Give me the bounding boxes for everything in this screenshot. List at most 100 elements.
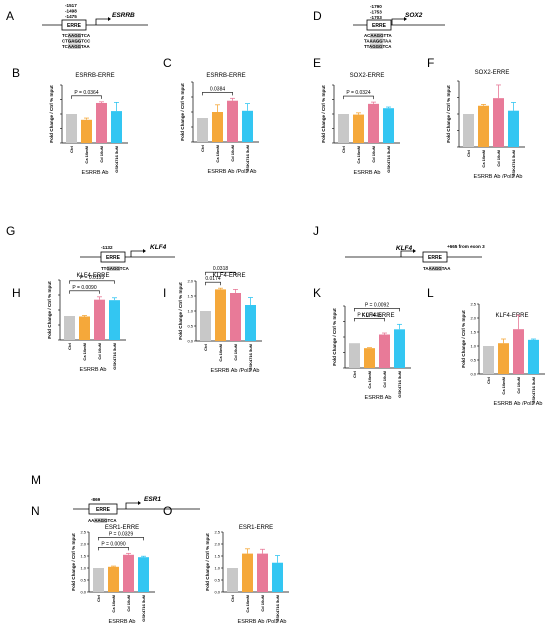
position-label: -1703 xyxy=(370,15,382,20)
category-label: Cd 10uM xyxy=(371,145,376,162)
significance-bracket xyxy=(69,290,100,294)
category-label: GSK4716 5uM xyxy=(248,343,253,370)
bar-gsk4716-5um xyxy=(109,300,120,340)
category-label: Ca 10mM xyxy=(215,144,220,162)
panel-letter-L: L xyxy=(427,286,434,300)
erre-label: ERRE xyxy=(96,507,111,513)
position-label: -1498 xyxy=(65,9,77,14)
category-label: Cd 10uM xyxy=(126,594,131,611)
bar-ctrl xyxy=(200,311,211,341)
p-value-label: P = 0.0090 xyxy=(101,541,125,547)
panel-letter-N: N xyxy=(31,504,40,518)
position-label: -1517 xyxy=(65,3,77,8)
chart-H: KLF4-ERRE Fold Change / Ctrl % Input Ctrl C… xyxy=(47,273,126,373)
tss-arrow-icon xyxy=(400,250,413,257)
bar-gsk4716-5um xyxy=(508,110,519,147)
sequence-label: TAAAGGTAA xyxy=(423,266,451,271)
p-value-label: 0.0174 xyxy=(205,276,221,282)
category-label: Ca 10mM xyxy=(82,342,87,360)
sequence-highlight xyxy=(68,33,81,38)
chart-B: ESRRB-ERRE Fold Change / Ctrl % Input Ctrl… xyxy=(49,73,128,176)
panel-letter-F: F xyxy=(427,56,434,70)
chart-title: KLF4-ERRE xyxy=(212,273,245,279)
category-label: Ctrl xyxy=(486,377,491,384)
y-tick-label: 2.5 xyxy=(80,529,86,534)
x-axis-label: ESRRB Ab /Pol2 Ab xyxy=(208,169,257,175)
y-axis-label: Fold Change / Ctrl % Input xyxy=(332,308,337,366)
erre-label: ERRE xyxy=(372,23,387,29)
y-axis-label: Fold Change / Ctrl % Input xyxy=(49,85,54,143)
category-label: GSK4716 5uM xyxy=(397,370,402,397)
sequence-highlight xyxy=(68,44,81,49)
category-label: Cd 10uM xyxy=(99,145,104,162)
p-value-label: 0.0318 xyxy=(213,266,229,272)
category-label: Ca 10mM xyxy=(84,145,89,163)
bar-cd-10um xyxy=(368,103,379,143)
bar-cd-10um xyxy=(257,553,268,592)
y-tick-label: 2.0 xyxy=(470,315,476,320)
category-label: Ctrl xyxy=(341,146,346,153)
bar-ca-10mm xyxy=(81,119,92,143)
chart-F: SOX2-ERRE Fold Change / Ctrl % Input Ctrl C… xyxy=(446,70,525,180)
y-tick-label: 0.0 xyxy=(214,589,220,594)
significance-bracket xyxy=(71,95,102,99)
sequence-label: TTGAGGTCA xyxy=(101,266,130,271)
p-value-label: P = 0.0092 xyxy=(365,302,389,308)
y-tick-label: 0.0 xyxy=(80,589,86,594)
sequence-label: TTAGGGTCA xyxy=(364,44,392,49)
bar-gsk4716-5um xyxy=(272,562,283,592)
position-label: -1753 xyxy=(370,10,382,15)
bar-cd-10um xyxy=(493,98,504,147)
chart-I: KLF4-ERRE 0.0 0.5 1.0 1.5 2.0 Fold Change / Ct… xyxy=(178,266,262,374)
chart-title: ESR1-ERRE xyxy=(239,525,273,531)
promoter-diagram-G: ERRE KLF4 -1132 TTGAGGTCA xyxy=(80,244,175,271)
bar-gsk4716-5um xyxy=(394,329,405,368)
bar-ca-10mm xyxy=(212,112,223,142)
gene-name: ESR1 xyxy=(144,496,161,503)
chart-E: SOX2-ERRE Fold Change / Ctrl % Input Ctrl C… xyxy=(321,73,400,176)
bar-gsk4716-5um xyxy=(138,557,149,592)
panel-letter-M: M xyxy=(31,473,41,487)
y-tick-label: 1.5 xyxy=(187,293,193,298)
p-value-label: 0.0384 xyxy=(210,86,226,92)
panel-letter-B: B xyxy=(12,66,20,80)
bar-ctrl xyxy=(338,114,349,143)
y-tick-label: 0.5 xyxy=(187,323,193,328)
p-value-label: P = 0.0416 xyxy=(357,312,381,318)
category-label: GSK4716 5uM xyxy=(112,342,117,369)
chart-title: SOX2-ERRE xyxy=(350,73,385,79)
significance-bracket xyxy=(205,281,221,286)
gene-name: KLF4 xyxy=(396,245,413,252)
y-tick-label: 1.0 xyxy=(80,565,86,570)
category-label: Ctrl xyxy=(96,595,101,602)
sequence-label: CTGAGGTCC xyxy=(62,39,91,44)
category-label: GSK4716 5uM xyxy=(531,376,536,403)
category-label: Cd 10uM xyxy=(230,144,235,161)
chart-title: ESRRB-ERRE xyxy=(206,73,245,79)
category-label: Ca 10mM xyxy=(218,343,223,361)
y-tick-label: 0.0 xyxy=(470,371,476,376)
sequence-highlight xyxy=(370,33,383,38)
sequence-label: TAAAGGTAA xyxy=(364,39,392,44)
y-tick-label: 0.5 xyxy=(80,577,86,582)
category-label: Ca 10mM xyxy=(481,149,486,167)
p-value-label: P = 0.0324 xyxy=(346,90,370,96)
category-label: Ca 10mM xyxy=(501,376,506,394)
bar-ctrl xyxy=(227,568,238,592)
bar-ca-10mm xyxy=(478,105,489,147)
chart-L: KLF4-ERRE 0.0 0.5 1.0 1.5 2.0 2.5 Fold Change /… xyxy=(461,301,545,407)
tss-arrowhead-icon xyxy=(108,17,111,21)
position-label: -869 xyxy=(91,497,101,502)
category-label: Ctrl xyxy=(67,343,72,350)
chart-K: KLF4-ERRE Fold Change / Ctrl % Input Ctrl C… xyxy=(332,302,411,401)
bar-ctrl xyxy=(463,114,474,147)
category-label: GSK4716 5uM xyxy=(275,594,280,621)
category-label: Cd 10uM xyxy=(516,376,521,393)
y-tick-label: 2.0 xyxy=(187,278,193,283)
category-label: Ca 10mM xyxy=(111,594,116,612)
significance-bracket xyxy=(205,271,236,276)
chart-N: ESR1-ERRE 0.0 0.5 1.0 1.5 2.0 2.5 Fold Change /… xyxy=(71,525,155,625)
category-label: Ctrl xyxy=(200,145,205,152)
significance-bracket xyxy=(343,95,374,100)
